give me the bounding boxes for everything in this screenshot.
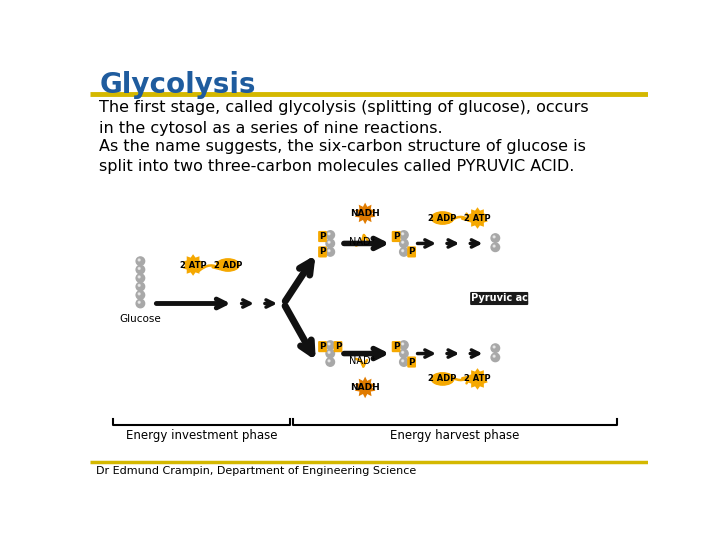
Circle shape: [138, 276, 140, 278]
Circle shape: [493, 245, 495, 247]
Text: Energy harvest phase: Energy harvest phase: [390, 429, 520, 442]
Circle shape: [326, 358, 335, 366]
Circle shape: [328, 233, 330, 235]
Circle shape: [493, 236, 495, 238]
Circle shape: [328, 352, 330, 353]
Text: P: P: [335, 342, 341, 351]
Circle shape: [326, 231, 335, 239]
Text: P: P: [393, 232, 400, 241]
Text: 2 Pyruvic acid: 2 Pyruvic acid: [461, 294, 538, 303]
Circle shape: [136, 291, 145, 299]
Circle shape: [400, 349, 408, 358]
Circle shape: [326, 349, 335, 358]
Text: Dr Edmund Crampin, Department of Engineering Science: Dr Edmund Crampin, Department of Enginee…: [96, 466, 416, 476]
Polygon shape: [355, 202, 375, 224]
Circle shape: [402, 352, 404, 353]
Circle shape: [402, 360, 404, 362]
Circle shape: [491, 344, 500, 353]
Text: 2 ATP: 2 ATP: [464, 374, 491, 383]
Text: 2 ADP: 2 ADP: [428, 213, 456, 222]
Circle shape: [138, 267, 140, 269]
Circle shape: [136, 299, 145, 308]
Text: As the name suggests, the six-carbon structure of glucose is
split into two thre: As the name suggests, the six-carbon str…: [99, 139, 586, 174]
Polygon shape: [467, 207, 488, 229]
Circle shape: [400, 231, 408, 239]
Text: P: P: [319, 232, 326, 241]
Text: 2 ATP: 2 ATP: [464, 213, 491, 222]
FancyBboxPatch shape: [470, 292, 528, 305]
Circle shape: [326, 248, 335, 256]
Text: The first stage, called glycolysis (splitting of glucose), occurs
in the cytosol: The first stage, called glycolysis (spli…: [99, 100, 589, 136]
Ellipse shape: [431, 373, 454, 385]
Circle shape: [136, 265, 145, 274]
Circle shape: [136, 274, 145, 282]
Text: Energy investment phase: Energy investment phase: [126, 429, 277, 442]
Circle shape: [400, 358, 408, 366]
Text: P: P: [408, 357, 415, 367]
Text: P: P: [393, 342, 400, 351]
Circle shape: [491, 234, 500, 242]
Text: 2 ATP: 2 ATP: [180, 260, 207, 269]
Circle shape: [400, 248, 408, 256]
Circle shape: [400, 341, 408, 349]
Circle shape: [402, 250, 404, 252]
Circle shape: [493, 355, 495, 357]
Text: P: P: [319, 342, 326, 351]
Circle shape: [328, 360, 330, 362]
Circle shape: [400, 239, 408, 248]
Circle shape: [491, 353, 500, 362]
Circle shape: [328, 241, 330, 243]
Ellipse shape: [431, 212, 454, 224]
Circle shape: [326, 239, 335, 248]
Circle shape: [326, 341, 335, 349]
Circle shape: [138, 301, 140, 303]
Text: NADH: NADH: [350, 383, 380, 392]
Circle shape: [138, 293, 140, 295]
Text: P: P: [319, 247, 326, 256]
Circle shape: [491, 243, 500, 252]
Text: NAD⁺: NAD⁺: [349, 356, 376, 366]
Circle shape: [136, 282, 145, 291]
Text: 2 ADP: 2 ADP: [214, 260, 242, 269]
Circle shape: [138, 285, 140, 286]
Polygon shape: [183, 254, 203, 276]
Ellipse shape: [217, 259, 239, 271]
Circle shape: [402, 233, 404, 235]
Circle shape: [402, 343, 404, 345]
Circle shape: [328, 250, 330, 252]
Polygon shape: [355, 377, 375, 398]
Circle shape: [402, 241, 404, 243]
Circle shape: [138, 259, 140, 261]
Text: NADH: NADH: [350, 209, 380, 218]
Text: Glycolysis: Glycolysis: [99, 71, 256, 99]
Circle shape: [493, 346, 495, 348]
Text: 2 ADP: 2 ADP: [428, 374, 456, 383]
Text: P: P: [408, 247, 415, 256]
Text: Glucose: Glucose: [120, 314, 161, 325]
Polygon shape: [467, 368, 488, 390]
Text: NAD⁺: NAD⁺: [349, 237, 376, 247]
Circle shape: [136, 257, 145, 265]
Circle shape: [328, 343, 330, 345]
